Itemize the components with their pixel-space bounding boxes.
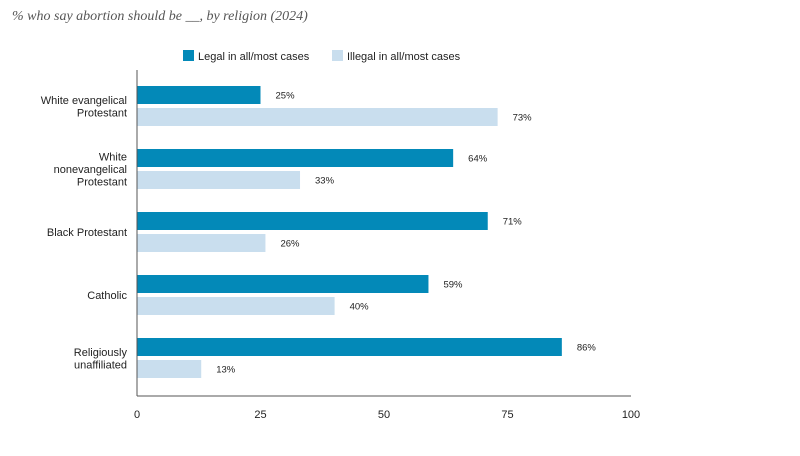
value-label-1-3: 71%	[503, 217, 523, 228]
value-label-2-1: 73%	[513, 113, 533, 124]
x-tick-label-5: 100	[622, 409, 640, 421]
bar-1-3	[137, 212, 488, 230]
legend: Legal in all/most cases Illegal in all/mo…	[183, 50, 461, 63]
legend-label-2: Illegal in all/most cases	[347, 51, 461, 63]
x-tick-label-2: 25	[254, 409, 266, 421]
bar-1-4	[137, 275, 429, 293]
value-label-2-2: 33%	[315, 176, 335, 187]
bar-2-2	[137, 171, 301, 189]
x-tick-label-3: 50	[378, 409, 390, 421]
x-tick-label-4: 75	[501, 409, 513, 421]
value-label-1-4: 59%	[443, 280, 463, 291]
value-label-1-2: 64%	[468, 154, 488, 165]
bar-1-1	[137, 86, 261, 104]
bar-2-4	[137, 297, 335, 315]
category-label-2: White nonevangelical Protestant	[54, 152, 127, 189]
value-label-1-1: 25%	[276, 91, 296, 102]
bar-2-3	[137, 234, 266, 252]
x-tick-label-1: 0	[134, 409, 140, 421]
bar-1-2	[137, 149, 454, 167]
category-label-5: Religiously unaffiliated	[74, 347, 128, 372]
legend-swatch-1	[183, 50, 194, 61]
value-label-2-3: 26%	[280, 239, 300, 250]
category-label-3: Black Protestant	[47, 227, 127, 239]
bar-2-5	[137, 360, 202, 378]
bars-group: 25% 73% White evangelical Protestant 64% 33% W…	[41, 86, 597, 378]
category-label-1: White evangelical Protestant	[41, 95, 127, 120]
value-label-2-4: 40%	[350, 302, 370, 313]
category-label-4: Catholic	[87, 290, 127, 302]
bar-1-5	[137, 338, 562, 356]
legend-label-1: Legal in all/most cases	[198, 51, 310, 63]
value-label-2-5: 13%	[216, 365, 236, 376]
legend-swatch-2	[332, 50, 343, 61]
bar-2-1	[137, 108, 498, 126]
value-label-1-5: 86%	[577, 343, 597, 354]
chart-title: % who say abortion should be __, by reli…	[12, 9, 308, 24]
axes-group: 0 25 50 75 100	[134, 70, 640, 421]
